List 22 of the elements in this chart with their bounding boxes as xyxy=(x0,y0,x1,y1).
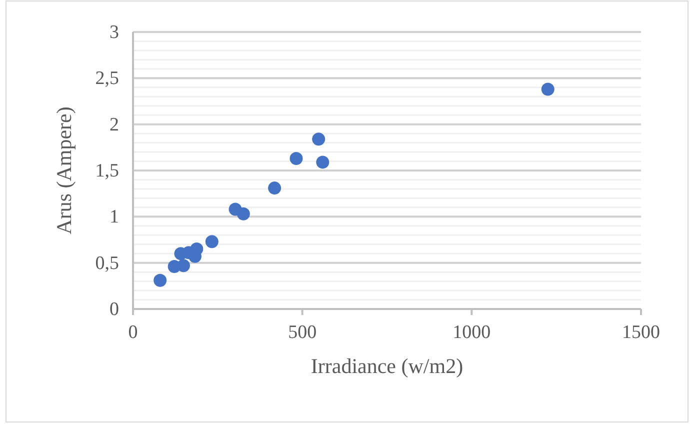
y-tick-label: 0,5 xyxy=(95,252,119,274)
y-axis-title: Arus (Ampere) xyxy=(52,106,76,234)
x-axis-title: Irradiance (w/m2) xyxy=(310,354,464,378)
point xyxy=(176,259,190,272)
x-tick-label: 500 xyxy=(288,322,317,343)
x-tick-label: 1500 xyxy=(622,322,660,343)
point xyxy=(154,274,167,287)
point xyxy=(236,207,250,220)
point xyxy=(268,182,282,195)
x-tick-label: 1000 xyxy=(452,322,491,343)
point xyxy=(312,132,326,146)
y-tick-label: 3 xyxy=(110,22,119,43)
x-tick-label: 0 xyxy=(128,322,138,343)
y-tick-label: 1,5 xyxy=(95,160,119,182)
y-tick-label: 0 xyxy=(110,299,119,320)
point xyxy=(316,156,330,169)
point xyxy=(290,152,303,165)
y-tick-label: 2,5 xyxy=(95,68,119,90)
point xyxy=(541,82,554,96)
point xyxy=(205,235,218,248)
y-tick-label: 1 xyxy=(110,206,119,228)
y-tick-label: 2 xyxy=(110,114,119,136)
